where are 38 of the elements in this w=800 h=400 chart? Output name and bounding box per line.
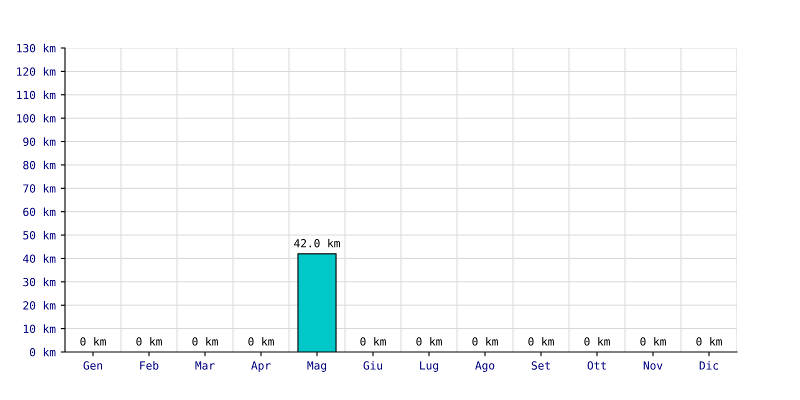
data-label: 0 km (192, 337, 218, 346)
y-tick-label: 100 km (17, 114, 56, 123)
data-label: 0 km (80, 337, 106, 346)
y-tick-label: 80 km (23, 160, 56, 170)
x-tick-label: Lug (420, 361, 438, 372)
x-tick-label: Ago (475, 361, 494, 372)
data-label: 0 km (136, 337, 162, 346)
data-label: 42.0 km (294, 238, 340, 248)
x-tick-label: Giu (364, 361, 382, 370)
x-tick-label: Dic (700, 361, 718, 370)
y-tick-label: 40 km (23, 254, 56, 263)
y-tick-label: 50 km (23, 230, 56, 240)
data-label: 0 km (584, 337, 610, 346)
x-tick-label: Set (532, 361, 550, 370)
y-tick-label: 120 km (17, 67, 56, 76)
data-label: 0 km (472, 337, 498, 346)
y-tick-label: 130 km (17, 44, 56, 52)
y-tick-label: 0 km (30, 348, 56, 356)
y-tick-label: 70 km (23, 184, 56, 193)
x-tick-label: Mag (307, 361, 326, 372)
y-tick-label: 20 km (23, 301, 56, 310)
y-tick-label: 30 km (23, 278, 56, 286)
x-tick-label: Ott (588, 361, 606, 370)
x-tick-label: Feb (140, 361, 158, 370)
x-tick-label: Gen (84, 361, 102, 370)
data-label: 0 km (640, 337, 666, 346)
data-label: 0 km (696, 337, 722, 346)
y-tick-label: 90 km (23, 137, 56, 146)
data-label: 0 km (248, 337, 274, 346)
data-label: 0 km (416, 337, 442, 346)
y-tick-label: 60 km (23, 208, 56, 216)
y-tick-label: 110 km (17, 90, 56, 100)
x-tick-label: Nov (644, 361, 662, 370)
data-label: 0 km (360, 337, 386, 346)
x-tick-label: Mar (195, 361, 215, 370)
data-label: 0 km (528, 337, 554, 346)
y-tick-label: 10 km (24, 324, 56, 334)
x-tick-label: Apr (251, 361, 271, 372)
